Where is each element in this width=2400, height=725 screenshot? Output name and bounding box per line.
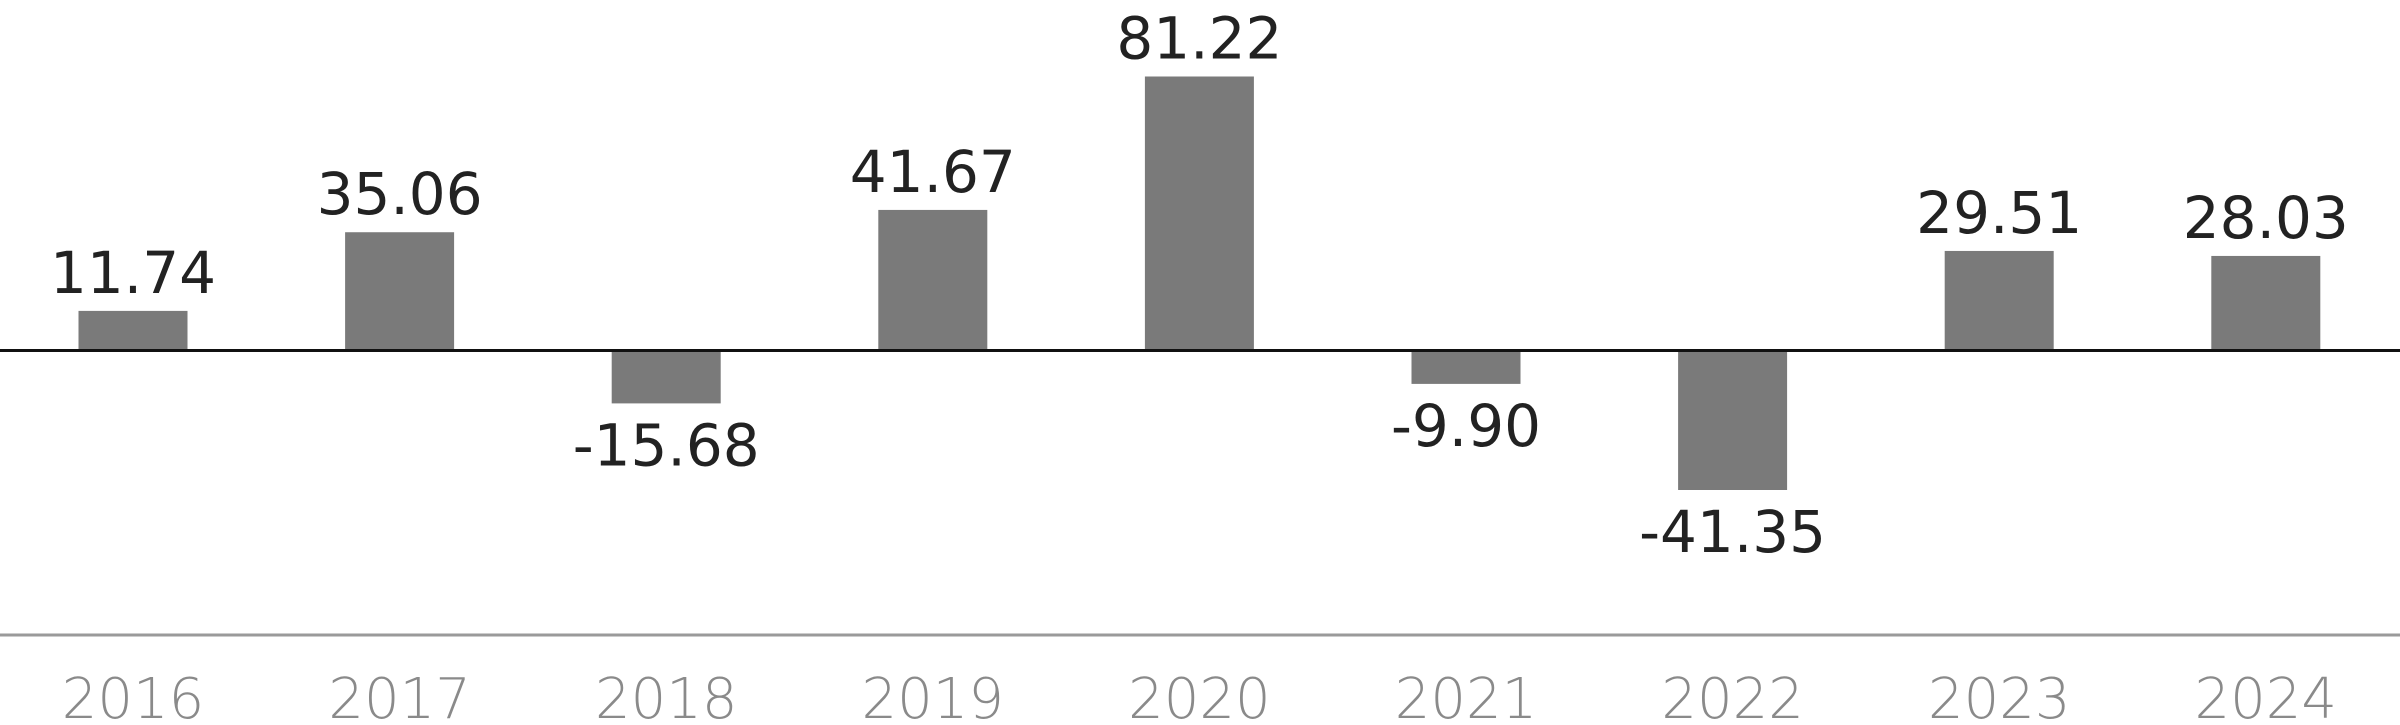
x-tick-label: 2021: [1395, 667, 1538, 725]
x-tick-label: 2019: [862, 667, 1005, 725]
bar: [1678, 350, 1788, 490]
bar: [1144, 76, 1254, 351]
bar: [878, 209, 988, 351]
value-label: 41.67: [850, 138, 1016, 206]
x-tick-label: 2023: [1928, 667, 2071, 725]
bar: [78, 310, 188, 351]
value-label: 35.06: [317, 160, 483, 228]
x-tick-label: 2016: [62, 667, 205, 725]
value-label: -41.35: [1639, 498, 1826, 566]
bar: [2211, 255, 2321, 351]
x-tick-label: 2020: [1128, 667, 1271, 725]
bar: [345, 232, 455, 351]
x-tick-label: 2017: [328, 667, 471, 725]
x-tick-label: 2022: [1661, 667, 1804, 725]
value-label: 81.22: [1116, 5, 1282, 73]
bar: [1944, 250, 2054, 351]
x-tick-label: 2024: [2195, 667, 2338, 725]
value-label: 28.03: [2183, 184, 2349, 252]
bar: [1411, 350, 1521, 384]
bar: [611, 350, 721, 404]
value-label: -9.90: [1391, 392, 1541, 460]
x-tick-label: 2018: [595, 667, 738, 725]
value-label: 29.51: [1916, 179, 2082, 247]
value-label: 11.74: [50, 239, 216, 307]
value-label: -15.68: [573, 411, 760, 479]
